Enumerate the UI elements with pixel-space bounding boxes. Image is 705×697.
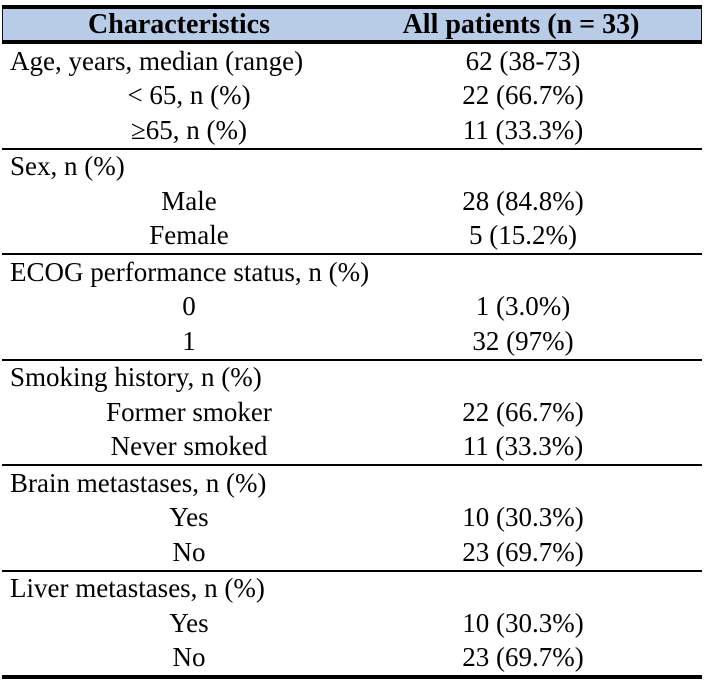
characteristic-label: No (172, 642, 206, 673)
characteristic-group-label: ECOG performance status, n (%) (10, 256, 370, 287)
characteristic-label: 0 (182, 291, 196, 322)
characteristic-label: No (172, 536, 206, 567)
table-row: Liver metastases, n (%) (2, 572, 702, 607)
table-row: ≥65, n (%) 11 (33.3%) (2, 113, 702, 148)
table-row: 0 1 (3.0%) (2, 290, 702, 325)
characteristic-label: 1 (182, 325, 196, 356)
table-row: ECOG performance status, n (%) (2, 255, 702, 290)
patient-characteristics-table: Characteristics All patients (n = 33) Ag… (2, 5, 702, 679)
characteristic-value: 62 (38-73) (465, 45, 581, 76)
characteristic-value: 22 (66.7%) (462, 80, 584, 111)
section-age: Age, years, median (range) 62 (38-73) < … (2, 44, 702, 148)
section-smoking: Smoking history, n (%) Former smoker 22 … (2, 358, 702, 465)
table-row: No 23 (69.7%) (2, 535, 702, 570)
characteristic-label: Never smoked (110, 431, 268, 462)
characteristic-value: 23 (69.7%) (462, 536, 584, 567)
table-row: Male 28 (84.8%) (2, 184, 702, 219)
characteristic-label: Male (161, 185, 217, 216)
characteristic-value: 28 (84.8%) (462, 185, 584, 216)
characteristic-group-label: Smoking history, n (%) (10, 362, 262, 393)
characteristic-label: Yes (169, 502, 209, 533)
table-row: Former smoker 22 (66.7%) (2, 395, 702, 430)
characteristic-value: 10 (30.3%) (462, 607, 584, 638)
characteristic-group-label: Liver metastases, n (%) (10, 573, 265, 604)
column-header-all-patients: All patients (n = 33) (402, 8, 640, 40)
table-row: 1 32 (97%) (2, 324, 702, 359)
section-sex: Sex, n (%) Male 28 (84.8%) Female 5 (15.… (2, 147, 702, 254)
table-row: Female 5 (15.2%) (2, 219, 702, 254)
characteristic-label: Female (149, 220, 229, 251)
table-row: Sex, n (%) (2, 150, 702, 185)
table-row: < 65, n (%) 22 (66.7%) (2, 79, 702, 114)
table-row: Smoking history, n (%) (2, 361, 702, 396)
characteristic-label: ≥65, n (%) (130, 114, 248, 145)
characteristic-value: 11 (33.3%) (462, 431, 584, 462)
characteristic-value: 1 (3.0%) (475, 291, 571, 322)
characteristic-label: < 65, n (%) (127, 80, 251, 111)
table-header-row: Characteristics All patients (n = 33) (2, 9, 702, 44)
characteristic-group-label: Brain metastases, n (%) (10, 467, 267, 498)
characteristic-label: Yes (169, 607, 209, 638)
table-row: Age, years, median (range) 62 (38-73) (2, 44, 702, 79)
column-header-characteristics: Characteristics (88, 8, 270, 40)
section-brain-metastases: Brain metastases, n (%) Yes 10 (30.3%) N… (2, 464, 702, 570)
section-liver-metastases: Liver metastases, n (%) Yes 10 (30.3%) N… (2, 569, 702, 676)
characteristic-label: Former smoker (106, 396, 272, 427)
characteristic-value: 5 (15.2%) (469, 220, 577, 251)
section-ecog: ECOG performance status, n (%) 0 1 (3.0%… (2, 253, 702, 359)
table-row: Never smoked 11 (33.3%) (2, 430, 702, 465)
table-row: Yes 10 (30.3%) (2, 606, 702, 641)
table-row: No 23 (69.7%) (2, 641, 702, 676)
characteristic-value: 23 (69.7%) (462, 642, 584, 673)
characteristic-value: 22 (66.7%) (462, 396, 584, 427)
table-row: Brain metastases, n (%) (2, 466, 702, 501)
table-row: Yes 10 (30.3%) (2, 501, 702, 536)
characteristic-value: 10 (30.3%) (462, 502, 584, 533)
characteristic-label: Age, years, median (range) (10, 45, 304, 76)
characteristic-value: 32 (97%) (472, 325, 574, 356)
characteristic-value: 11 (33.3%) (462, 114, 584, 145)
characteristic-group-label: Sex, n (%) (10, 151, 125, 182)
